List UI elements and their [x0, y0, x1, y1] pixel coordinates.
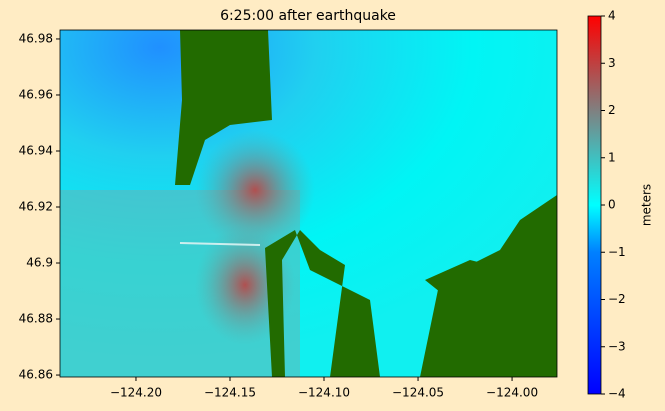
colorbar [587, 15, 602, 395]
y-tick-label: 46.86 [19, 368, 53, 382]
colorbar-label: meters [640, 184, 654, 226]
chart-title: 6:25:00 after earthquake [220, 8, 396, 24]
x-tick-label: −124.00 [486, 386, 538, 400]
colorbar-tick-label: 1 [608, 150, 616, 164]
y-tick-label: 46.94 [19, 143, 53, 157]
colorbar-tick-label: 2 [608, 103, 616, 117]
raster [60, 30, 557, 377]
y-tick-label: 46.88 [19, 312, 53, 326]
colorbar-tick-label: 0 [608, 198, 616, 212]
colorbar-tick-label: −1 [608, 245, 626, 259]
y-tick-label: 46.96 [19, 87, 53, 101]
x-tick-label: −124.05 [392, 386, 444, 400]
colorbar-tick-label: −4 [608, 387, 626, 401]
x-tick-label: −124.10 [298, 386, 350, 400]
y-tick-label: 46.9 [26, 256, 53, 270]
colorbar-tick-label: −2 [608, 292, 626, 306]
colorbar-tick-label: 4 [608, 9, 616, 23]
y-tick-label: 46.98 [19, 31, 53, 45]
x-tick-label: −124.20 [110, 386, 162, 400]
colorbar-tick-label: −3 [608, 339, 626, 353]
y-tick-label: 46.92 [19, 200, 53, 214]
x-tick-label: −124.15 [204, 386, 256, 400]
axes-frame [59, 29, 558, 378]
colorbar-tick-label: 3 [608, 56, 616, 70]
